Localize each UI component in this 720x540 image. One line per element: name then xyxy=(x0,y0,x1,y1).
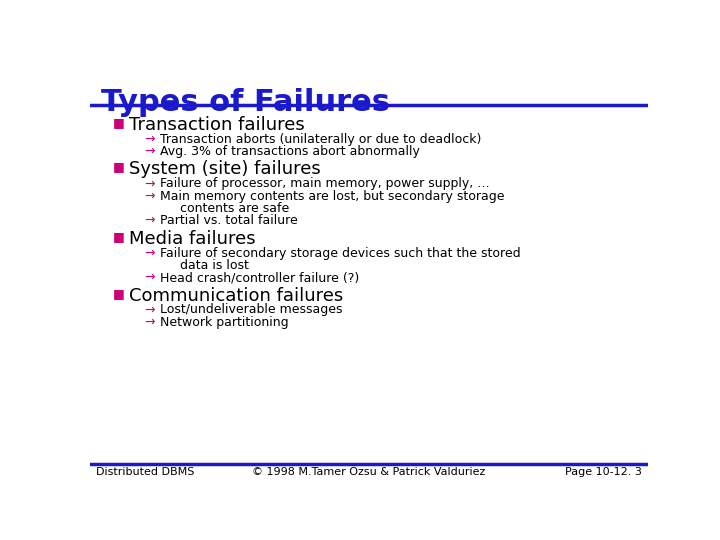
Text: System (site) failures: System (site) failures xyxy=(129,160,320,178)
Text: →: → xyxy=(144,271,155,284)
Text: Avg. 3% of transactions abort abnormally: Avg. 3% of transactions abort abnormally xyxy=(160,145,420,158)
Text: →: → xyxy=(144,316,155,329)
Text: ■: ■ xyxy=(113,116,125,129)
Text: data is lost: data is lost xyxy=(160,259,248,272)
Text: Page 10-12. 3: Page 10-12. 3 xyxy=(565,467,642,477)
Text: →: → xyxy=(144,145,155,158)
Text: →: → xyxy=(144,132,155,146)
Text: →: → xyxy=(144,247,155,260)
Text: Lost/undeliverable messages: Lost/undeliverable messages xyxy=(160,303,342,316)
Text: Failure of processor, main memory, power supply, …: Failure of processor, main memory, power… xyxy=(160,177,490,190)
Text: ■: ■ xyxy=(113,160,125,173)
Text: contents are safe: contents are safe xyxy=(160,202,289,215)
Text: Communication failures: Communication failures xyxy=(129,287,343,305)
Text: Partial vs. total failure: Partial vs. total failure xyxy=(160,214,297,227)
Text: Transaction failures: Transaction failures xyxy=(129,116,305,133)
Text: →: → xyxy=(144,214,155,227)
Text: Types of Failures: Types of Failures xyxy=(101,88,390,117)
Text: ■: ■ xyxy=(113,230,125,242)
Text: Main memory contents are lost, but secondary storage: Main memory contents are lost, but secon… xyxy=(160,190,504,202)
Text: © 1998 M.Tamer Özsu & Patrick Valduriez: © 1998 M.Tamer Özsu & Patrick Valduriez xyxy=(252,467,486,477)
Text: Distributed DBMS: Distributed DBMS xyxy=(96,467,194,477)
Text: Media failures: Media failures xyxy=(129,230,256,247)
Text: →: → xyxy=(144,303,155,316)
Text: →: → xyxy=(144,190,155,202)
Text: Failure of secondary storage devices such that the stored: Failure of secondary storage devices suc… xyxy=(160,247,521,260)
Text: Head crash/controller failure (?): Head crash/controller failure (?) xyxy=(160,271,359,284)
Text: →: → xyxy=(144,177,155,190)
Text: Transaction aborts (unilaterally or due to deadlock): Transaction aborts (unilaterally or due … xyxy=(160,132,481,146)
Text: Network partitioning: Network partitioning xyxy=(160,316,289,329)
Text: ■: ■ xyxy=(113,287,125,300)
